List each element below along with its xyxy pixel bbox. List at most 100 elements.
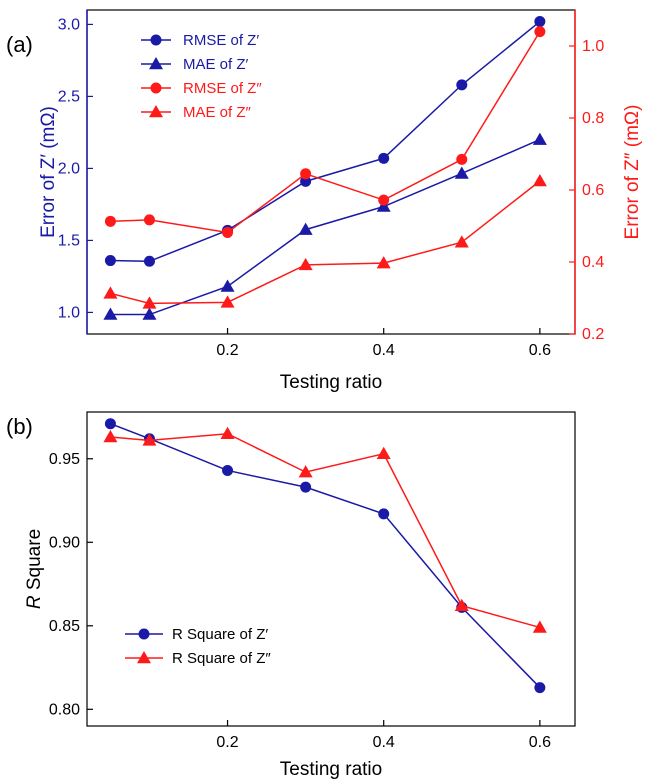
- right-y-tick-label-a: 1.0: [582, 38, 604, 55]
- data-point-b-0: [222, 464, 234, 476]
- data-point-a-0: [300, 175, 312, 187]
- plot-frame-b: [86, 411, 576, 727]
- data-point-b-0: [300, 481, 312, 493]
- y-tick-label-b: 0.80: [49, 701, 80, 718]
- x-tick-label-a: 0.2: [216, 342, 238, 359]
- data-point-a-2: [534, 26, 546, 38]
- right-y-axis-title-a: Error of Z″ (mΩ): [622, 105, 643, 240]
- series-line-b-1: [110, 432, 541, 629]
- left-y-tick-label-a: 1.5: [58, 232, 80, 249]
- x-tick-label-a: 0.6: [529, 342, 551, 359]
- data-point-a-3: [532, 174, 547, 187]
- series-line-a-1: [110, 138, 541, 316]
- data-point-a-0: [456, 79, 468, 91]
- right-y-tick-label-a: 0.2: [582, 326, 604, 343]
- data-point-b-1: [220, 426, 235, 439]
- data-point-a-0: [534, 16, 546, 28]
- legend-label-a: RMSE of Z′: [183, 32, 259, 49]
- data-point-a-2: [222, 226, 234, 238]
- y-tick-label-b: 0.90: [49, 534, 80, 551]
- legend-label-a: MAE of Z′: [183, 56, 249, 73]
- legend-marker-a: [149, 57, 163, 70]
- data-point-a-1: [454, 166, 469, 179]
- data-point-b-1: [298, 465, 313, 478]
- data-point-b-1: [142, 433, 157, 446]
- data-point-a-0: [143, 255, 155, 267]
- legend-marker-a: [149, 105, 163, 118]
- y-axis-title-b-rest: Square: [24, 529, 45, 596]
- legend-label-a: RMSE of Z″: [183, 80, 262, 97]
- y-axis-title-b-italic: R: [24, 595, 45, 609]
- chart-panel-a: (a) 1.01.52.02.53.0 0.20.40.60.81.0 0.2 0…: [6, 9, 643, 393]
- data-point-b-0: [104, 418, 116, 430]
- series-group-b: [103, 418, 547, 694]
- data-point-a-1: [142, 307, 157, 320]
- data-point-a-1: [103, 307, 118, 320]
- x-axis-b: 0.2 0.4 0.6: [216, 720, 551, 751]
- data-point-a-2: [300, 168, 312, 180]
- data-point-a-2: [378, 194, 390, 206]
- left-y-tick-label-a: 2.0: [58, 160, 80, 177]
- legend-marker-a: [150, 34, 162, 46]
- legend-label-a: MAE of Z″: [183, 104, 252, 121]
- data-point-b-1: [454, 598, 469, 611]
- data-point-b-1: [532, 620, 547, 633]
- right-y-tick-label-a: 0.8: [582, 110, 604, 127]
- data-point-a-0: [378, 152, 390, 164]
- data-point-a-3: [454, 235, 469, 248]
- data-point-a-2: [456, 153, 468, 165]
- panel-label-b: (b): [6, 414, 33, 439]
- series-line-a-3: [110, 180, 541, 305]
- data-point-b-1: [376, 446, 391, 460]
- data-point-a-1: [298, 222, 313, 235]
- left-y-tick-label-a: 3.0: [58, 16, 80, 33]
- legend-a: RMSE of Z′ MAE of Z′ RMSE of Z″ MAE of Z″: [141, 32, 262, 121]
- legend-marker-b: [138, 628, 150, 640]
- legend-marker-b: [137, 651, 151, 664]
- x-axis-a: 0.2 0.4 0.6: [216, 328, 551, 359]
- data-point-b-0: [378, 508, 390, 520]
- legend-label-b: R Square of Z″: [172, 650, 271, 667]
- y-tick-label-b: 0.95: [49, 451, 80, 468]
- legend-b: R Square of Z′ R Square of Z″: [125, 626, 271, 667]
- right-y-axis-a: 0.2 0.4 0.6 0.8 1.0: [569, 10, 604, 343]
- data-point-a-3: [142, 296, 157, 309]
- series-line-a-0: [110, 20, 541, 263]
- data-point-a-3: [103, 286, 118, 299]
- data-point-a-2: [104, 215, 116, 227]
- data-point-b-1: [103, 430, 118, 443]
- x-axis-title-a: Testing ratio: [280, 372, 382, 393]
- x-tick-label-b: 0.6: [529, 734, 551, 751]
- legend-marker-a: [150, 82, 162, 94]
- data-point-b-0: [534, 682, 546, 694]
- data-point-a-0: [104, 255, 116, 267]
- x-tick-label-a: 0.4: [373, 342, 395, 359]
- series-line-a-2: [110, 31, 541, 234]
- data-point-a-2: [143, 214, 155, 226]
- left-y-tick-label-a: 1.0: [58, 304, 80, 321]
- left-y-axis-title-a: Error of Z′ (mΩ): [38, 106, 59, 238]
- left-y-tick-label-a: 2.5: [58, 88, 80, 105]
- legend-label-b: R Square of Z′: [172, 626, 268, 643]
- x-tick-label-b: 0.4: [373, 734, 395, 751]
- data-point-a-1: [376, 199, 391, 212]
- y-axis-title-b: R Square: [24, 529, 45, 609]
- data-point-a-3: [298, 257, 313, 271]
- left-y-axis-a: 1.0 1.5 2.0 2.5 3.0: [58, 10, 93, 334]
- data-point-a-3: [220, 295, 235, 308]
- series-group-a: [103, 16, 547, 320]
- right-y-tick-label-a: 0.6: [582, 182, 604, 199]
- data-point-a-1: [532, 132, 547, 145]
- x-axis-title-b: Testing ratio: [280, 759, 382, 780]
- data-point-a-1: [220, 279, 235, 292]
- series-line-b-0: [110, 422, 541, 689]
- right-y-tick-label-a: 0.4: [582, 254, 604, 271]
- plot-frame-a: [86, 9, 576, 335]
- panel-label-a: (a): [6, 32, 33, 57]
- y-tick-label-b: 0.85: [49, 618, 80, 635]
- data-point-a-3: [376, 256, 391, 269]
- chart-panel-b: (b) 0.80 0.85 0.90 0.95 0.2 0.4 0.6 R Square …: [6, 411, 576, 780]
- y-axis-b: 0.80 0.85 0.90 0.95: [49, 451, 93, 718]
- x-tick-label-b: 0.2: [216, 734, 238, 751]
